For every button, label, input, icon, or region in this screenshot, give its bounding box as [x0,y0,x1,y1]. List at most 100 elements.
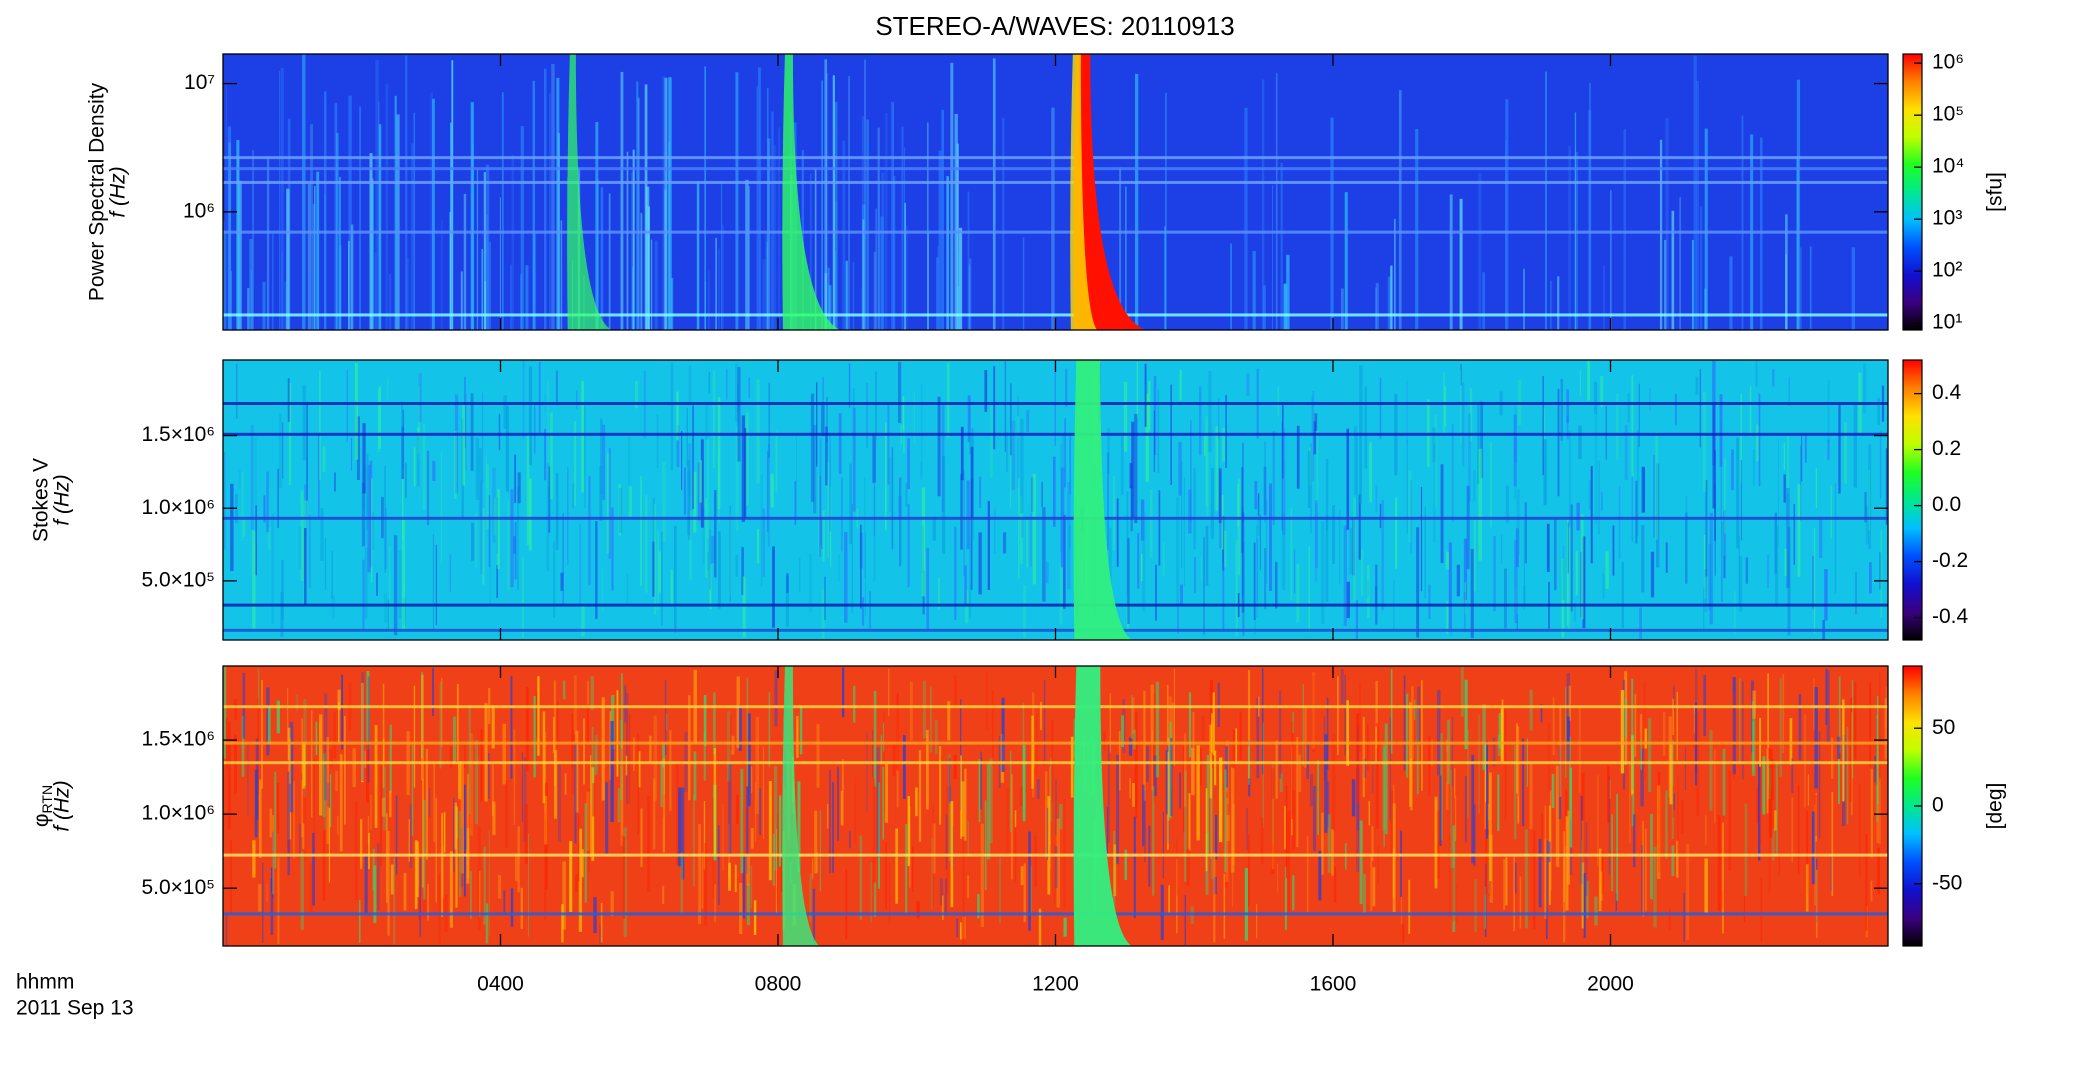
spectrogram-texture [362,423,366,494]
spectrogram-texture [379,386,382,449]
spectrogram-texture [768,692,771,768]
spectrogram-texture [1703,535,1706,600]
spectrogram-texture [628,486,632,518]
spectrogram-texture [1799,445,1802,521]
spectrogram-texture [1728,770,1732,871]
spectrogram-texture [1642,681,1646,780]
spectrogram-texture [1123,381,1128,452]
spectrogram-texture [551,64,555,330]
spectrogram-texture [1022,237,1025,330]
spectrogram-texture [849,831,851,849]
spectrogram-texture [1310,443,1312,533]
spectrogram-texture [1321,812,1324,875]
spectrogram-texture [1253,542,1256,620]
spectrogram-texture [768,781,772,881]
spectrogram-texture [702,507,705,564]
spectrogram-texture [378,101,380,330]
spectrogram-texture [1796,79,1801,330]
spectrogram-texture [935,257,940,330]
spectrogram-texture [1631,375,1634,478]
spectrogram-texture [812,888,816,945]
spectrogram-texture [1308,546,1310,633]
spectrogram-texture [1813,528,1816,634]
spectrogram-texture [315,721,318,756]
spectrogram-texture [969,258,972,330]
spectrogram-texture [1569,820,1573,876]
spectrogram-texture [967,395,971,443]
spectrogram-texture [1217,682,1220,727]
spectrogram-texture [1470,549,1474,638]
spectrogram-texture [709,564,712,610]
spectrogram-texture [1815,869,1818,939]
spectrogram-texture [367,676,370,784]
spectrogram-texture [1390,669,1393,754]
spectrogram-texture [1113,475,1115,551]
spectrogram-texture [368,832,370,870]
spectrogram-texture [1241,467,1244,553]
spectrogram-texture [1184,895,1186,946]
spectrogram-texture [1487,803,1489,830]
spectrogram-texture [468,707,471,815]
spectrogram-texture [1704,128,1708,330]
spectrogram-texture [1210,755,1212,859]
spectrogram-texture [816,382,818,467]
spectrogram-texture [1002,532,1007,554]
spectrogram-texture [739,882,743,935]
spectrogram-texture [384,508,388,570]
spectrogram-texture [1721,890,1724,908]
spectrogram-texture [1053,844,1056,905]
spectrogram-texture [1503,568,1508,629]
spectrogram-texture [1624,698,1628,737]
spectrogram-texture [618,484,621,536]
spectrogram-texture [1192,711,1195,760]
spectrogram-texture [1740,460,1743,541]
spectrogram-texture [413,447,416,487]
spectrogram-texture [1612,525,1615,576]
spectrogram-texture [1166,684,1169,743]
colorbar-tick-label: 50 [1932,716,1955,739]
spectrogram-texture [1387,276,1391,330]
spectrogram-texture [271,233,274,330]
spectrogram-texture [1566,716,1570,746]
spectrogram-texture [1028,831,1031,931]
spectrogram-texture [1671,739,1674,840]
spectrogram-texture [852,408,856,512]
spectrogram-texture [1608,776,1611,876]
spectrogram-burst [1073,360,1132,640]
spectrogram-texture [1055,846,1058,889]
spectrogram-texture [314,185,316,330]
spectrogram-texture [1811,811,1816,885]
spectrogram-texture [1414,699,1416,720]
spectrogram-texture [1293,549,1296,594]
spectrogram-texture [680,852,683,915]
spectrogram-texture [1030,866,1032,916]
spectrogram-texture [1464,679,1468,750]
spectrogram-texture [466,773,470,879]
spectrogram-texture [522,360,525,440]
spectrogram-texture [736,676,740,749]
spectrogram-texture [405,462,407,499]
spectrogram-texture [510,489,514,587]
spectrogram-texture [1800,247,1802,330]
spectrogram-texture [485,464,489,529]
spectrogram-texture [1566,415,1569,440]
spectrogram-texture [1232,729,1236,804]
spectrogram-texture [1838,404,1841,494]
spectrogram-texture [470,393,474,471]
spectrogram-texture [575,730,579,813]
spectrogram-texture [1416,527,1420,638]
spectrogram-texture [621,673,623,749]
spectrogram-texture [704,66,706,330]
y-axis-label: Power Spectral Density [86,82,109,301]
spectrogram-texture [776,813,779,904]
spectrogram-texture [1657,785,1661,879]
spectrogram-texture [1137,533,1140,589]
spectrogram-texture [1519,876,1522,929]
spectrogram-texture [440,846,445,899]
spectrogram-texture [703,801,706,870]
spectrogram-texture [1611,814,1614,892]
spectrogram-texture [1473,469,1476,502]
spectrogram-texture [223,180,1888,184]
spectrogram-texture [1824,569,1828,621]
spectrogram-texture [1741,115,1744,330]
